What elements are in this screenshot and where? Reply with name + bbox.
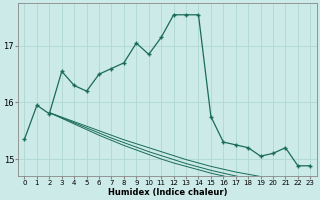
X-axis label: Humidex (Indice chaleur): Humidex (Indice chaleur) [108, 188, 227, 197]
